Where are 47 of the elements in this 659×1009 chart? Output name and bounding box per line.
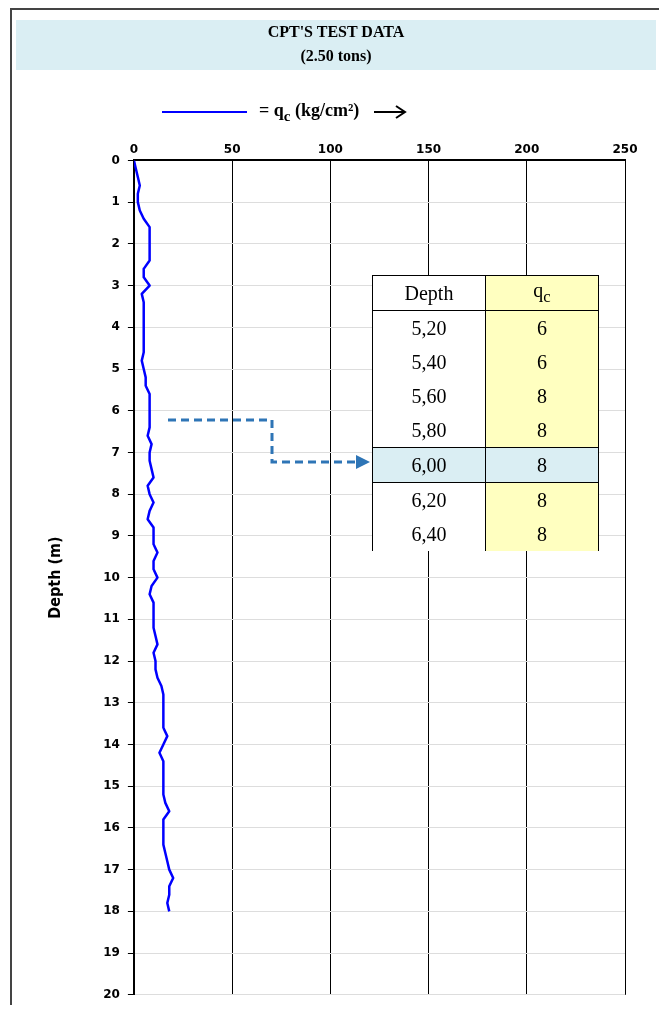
annotation: 8 xyxy=(485,413,599,448)
annotation: 6 xyxy=(485,345,599,379)
annotation: 5,40 xyxy=(372,345,486,379)
y-tick-label: 5 xyxy=(111,361,120,376)
x-tick-label: 250 xyxy=(612,142,638,157)
legend-label: = q$_{c}$ (kg/cm²) xyxy=(259,100,360,125)
y-tick-label: 13 xyxy=(103,694,120,709)
y-tick-label: 1 xyxy=(111,194,120,209)
annotation: 5,80 xyxy=(372,413,486,448)
y-tick-label: 0 xyxy=(111,152,120,167)
x-tick-label: 0 xyxy=(129,142,139,157)
x-tick-label: 50 xyxy=(223,142,241,157)
y-tick-label: 11 xyxy=(103,611,120,626)
y-tick-label: 9 xyxy=(111,528,120,543)
annotation: 5,60 xyxy=(372,379,486,413)
annotation: 6,20 xyxy=(372,482,486,517)
annotation: 8 xyxy=(485,517,599,551)
annotation: 8 xyxy=(485,482,599,517)
annotation: Depth xyxy=(372,275,486,311)
y-tick-label: 6 xyxy=(111,402,120,417)
x-tick-label: 150 xyxy=(416,142,442,157)
y-tick-label: 8 xyxy=(111,486,120,501)
y-tick-label: 7 xyxy=(111,444,120,459)
y-tick-label: 16 xyxy=(103,820,120,835)
annotation: 6 xyxy=(485,310,599,345)
x-tick-label: 200 xyxy=(514,142,540,157)
y-tick-label: 2 xyxy=(111,235,120,250)
y-tick-label: 10 xyxy=(103,569,120,584)
y-tick-label: 18 xyxy=(103,903,120,918)
annotation: 6,00 xyxy=(372,447,486,483)
annotation: q$_{c}$ xyxy=(485,275,599,311)
y-tick-label: 4 xyxy=(111,319,120,334)
annotation: 8 xyxy=(485,379,599,413)
y-tick-label: 3 xyxy=(111,277,120,292)
annotation: 5,20 xyxy=(372,310,486,345)
y-tick-label: 19 xyxy=(103,945,120,960)
y-tick-label: 12 xyxy=(103,653,120,668)
y-tick-label: 17 xyxy=(103,861,120,876)
chart-subtitle: (2.50 tons) xyxy=(299,46,373,66)
y-axis-title: Depth (m) xyxy=(44,536,64,619)
annotation: 6,40 xyxy=(372,517,486,551)
x-tick-label: 100 xyxy=(317,142,343,157)
chart-title: CPT'S TEST DATA xyxy=(266,22,406,42)
annotation: 8 xyxy=(485,447,599,483)
y-tick-label: 14 xyxy=(103,736,120,751)
y-tick-label: 20 xyxy=(103,986,120,1001)
y-tick-label: 15 xyxy=(103,778,120,793)
